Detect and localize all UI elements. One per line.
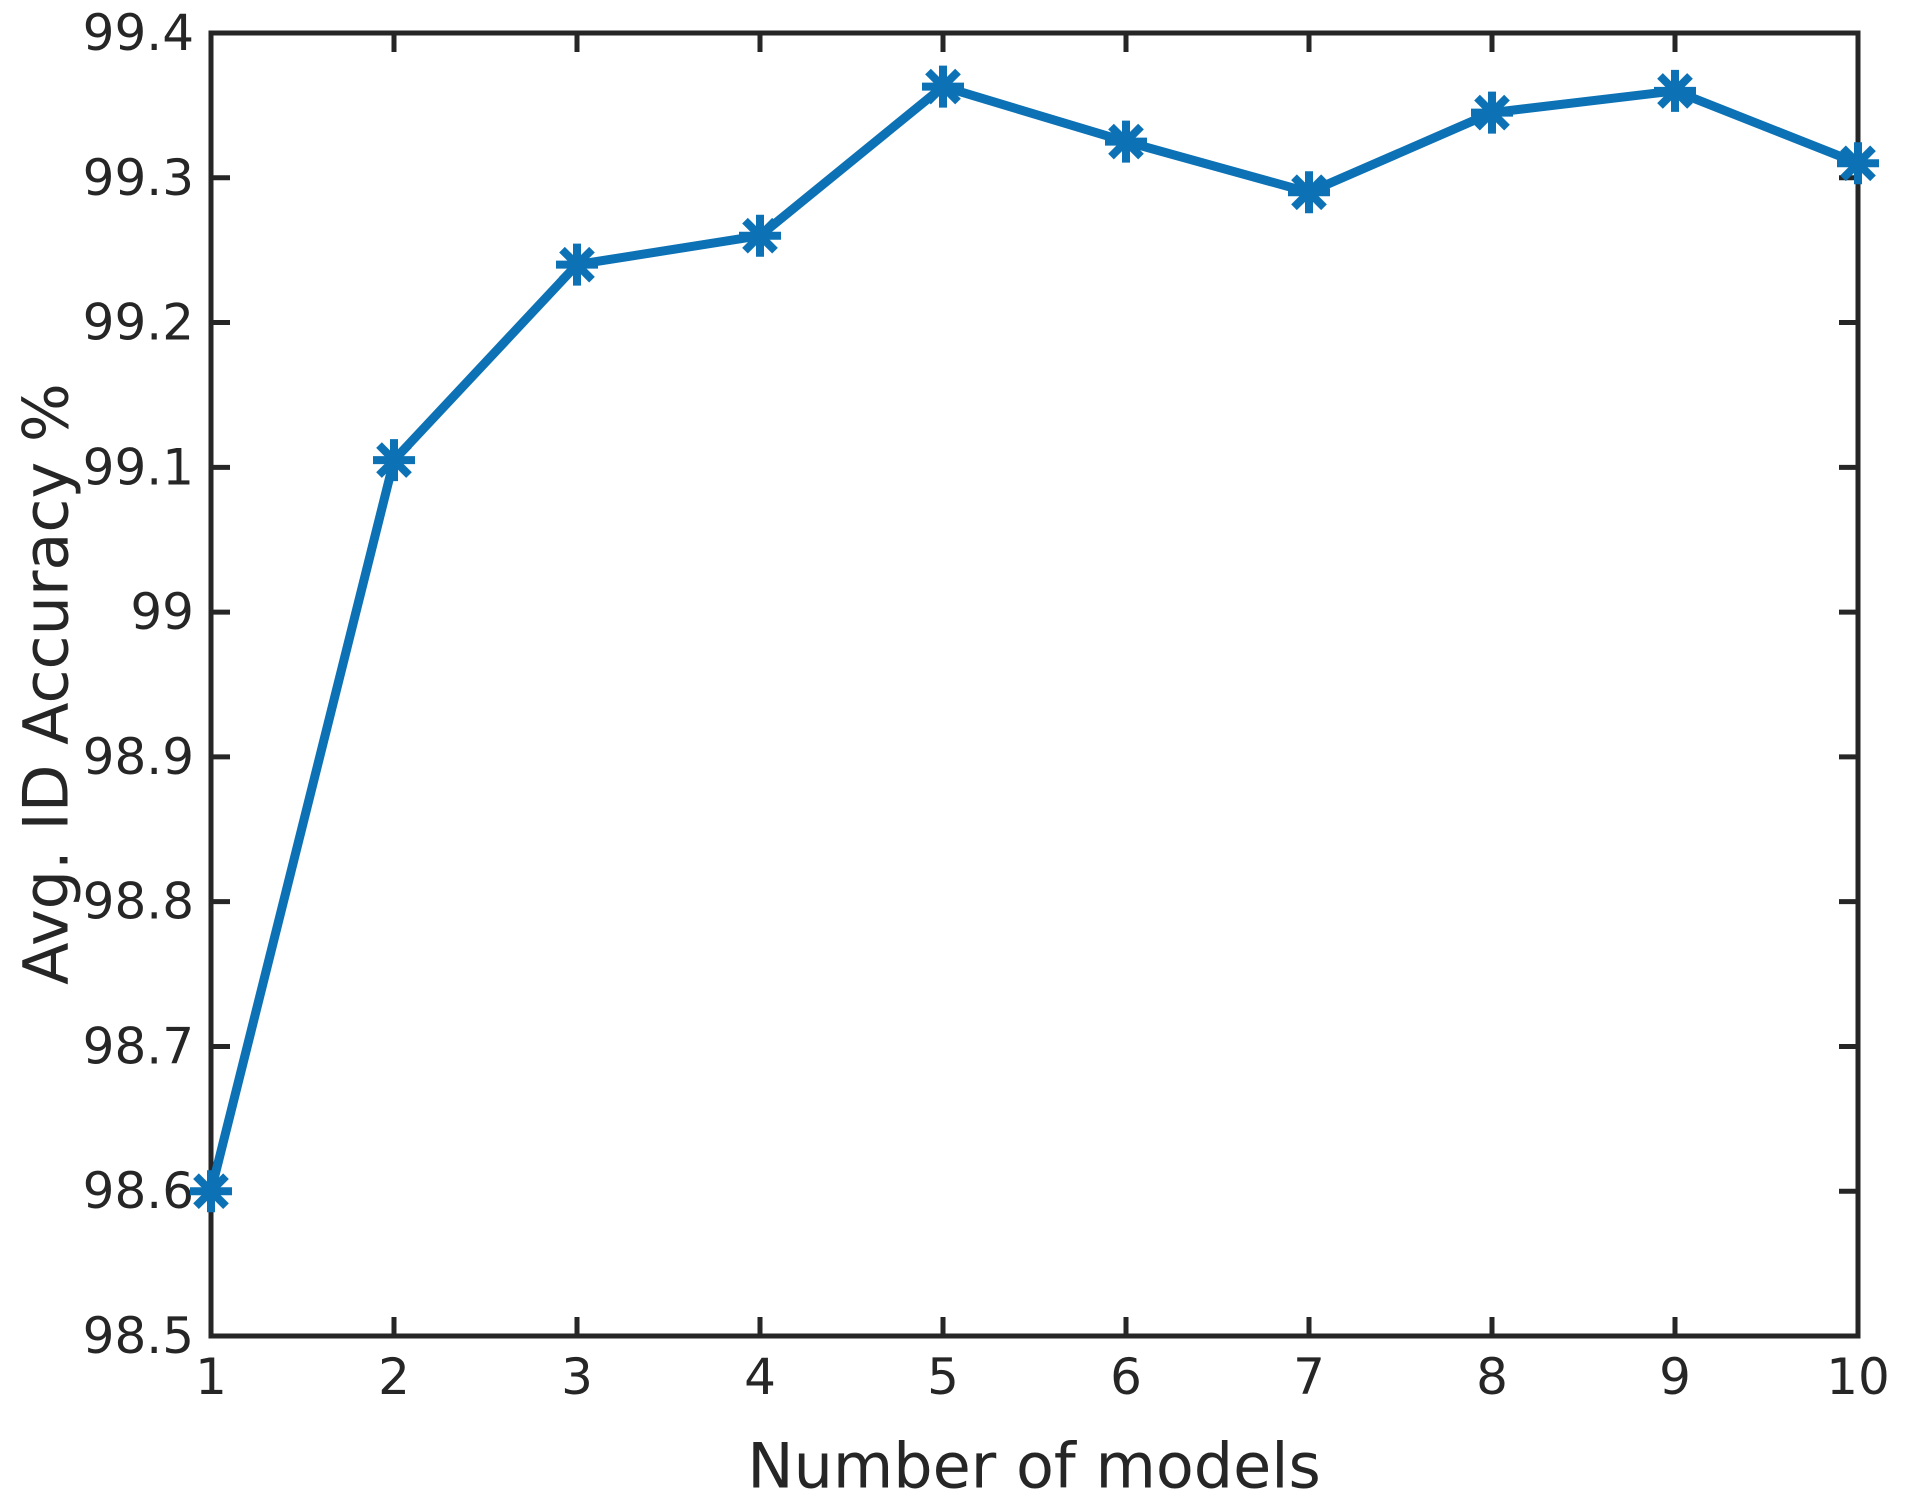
y-tick-label: 98.9 bbox=[83, 728, 194, 786]
y-tick-label: 99.2 bbox=[83, 294, 194, 352]
x-tick-label: 7 bbox=[1293, 1348, 1325, 1406]
data-point-marker bbox=[1108, 123, 1144, 160]
y-tick-label: 98.5 bbox=[83, 1307, 194, 1365]
data-line bbox=[206, 82, 1860, 1193]
data-point-marker bbox=[742, 217, 778, 254]
y-tick-label: 99 bbox=[130, 583, 194, 641]
y-tick-label: 98.6 bbox=[83, 1162, 194, 1220]
plot-box bbox=[208, 30, 1861, 1339]
y-tick-label: 98.7 bbox=[83, 1017, 194, 1075]
data-point-marker bbox=[376, 442, 412, 478]
x-tick-label: 3 bbox=[561, 1348, 593, 1406]
y-tick-label: 98.8 bbox=[83, 873, 194, 931]
x-tick-label: 9 bbox=[1659, 1348, 1691, 1406]
x-tick-label: 8 bbox=[1476, 1348, 1508, 1406]
y-tick-label: 99.1 bbox=[83, 438, 194, 496]
x-tick-label: 6 bbox=[1110, 1348, 1142, 1406]
x-tick-label: 2 bbox=[378, 1348, 410, 1406]
data-point-marker bbox=[193, 1173, 229, 1210]
data-point-marker bbox=[1840, 145, 1876, 182]
x-tick-label: 1 bbox=[195, 1348, 227, 1406]
x-tick-label: 5 bbox=[927, 1348, 959, 1406]
y-tick-label: 99.4 bbox=[83, 4, 194, 62]
data-point-marker bbox=[1474, 94, 1510, 131]
x-tick-label: 10 bbox=[1826, 1348, 1890, 1406]
data-point-marker bbox=[559, 246, 595, 283]
data-point-marker bbox=[1657, 73, 1693, 109]
x-tick-label: 4 bbox=[744, 1348, 776, 1406]
y-axis-label: Avg. ID Accuracy % bbox=[9, 383, 83, 985]
data-point-marker bbox=[1291, 174, 1327, 211]
x-axis-label: Number of models bbox=[747, 1429, 1321, 1503]
data-point-marker bbox=[925, 68, 961, 105]
y-tick-label: 99.3 bbox=[83, 149, 194, 207]
